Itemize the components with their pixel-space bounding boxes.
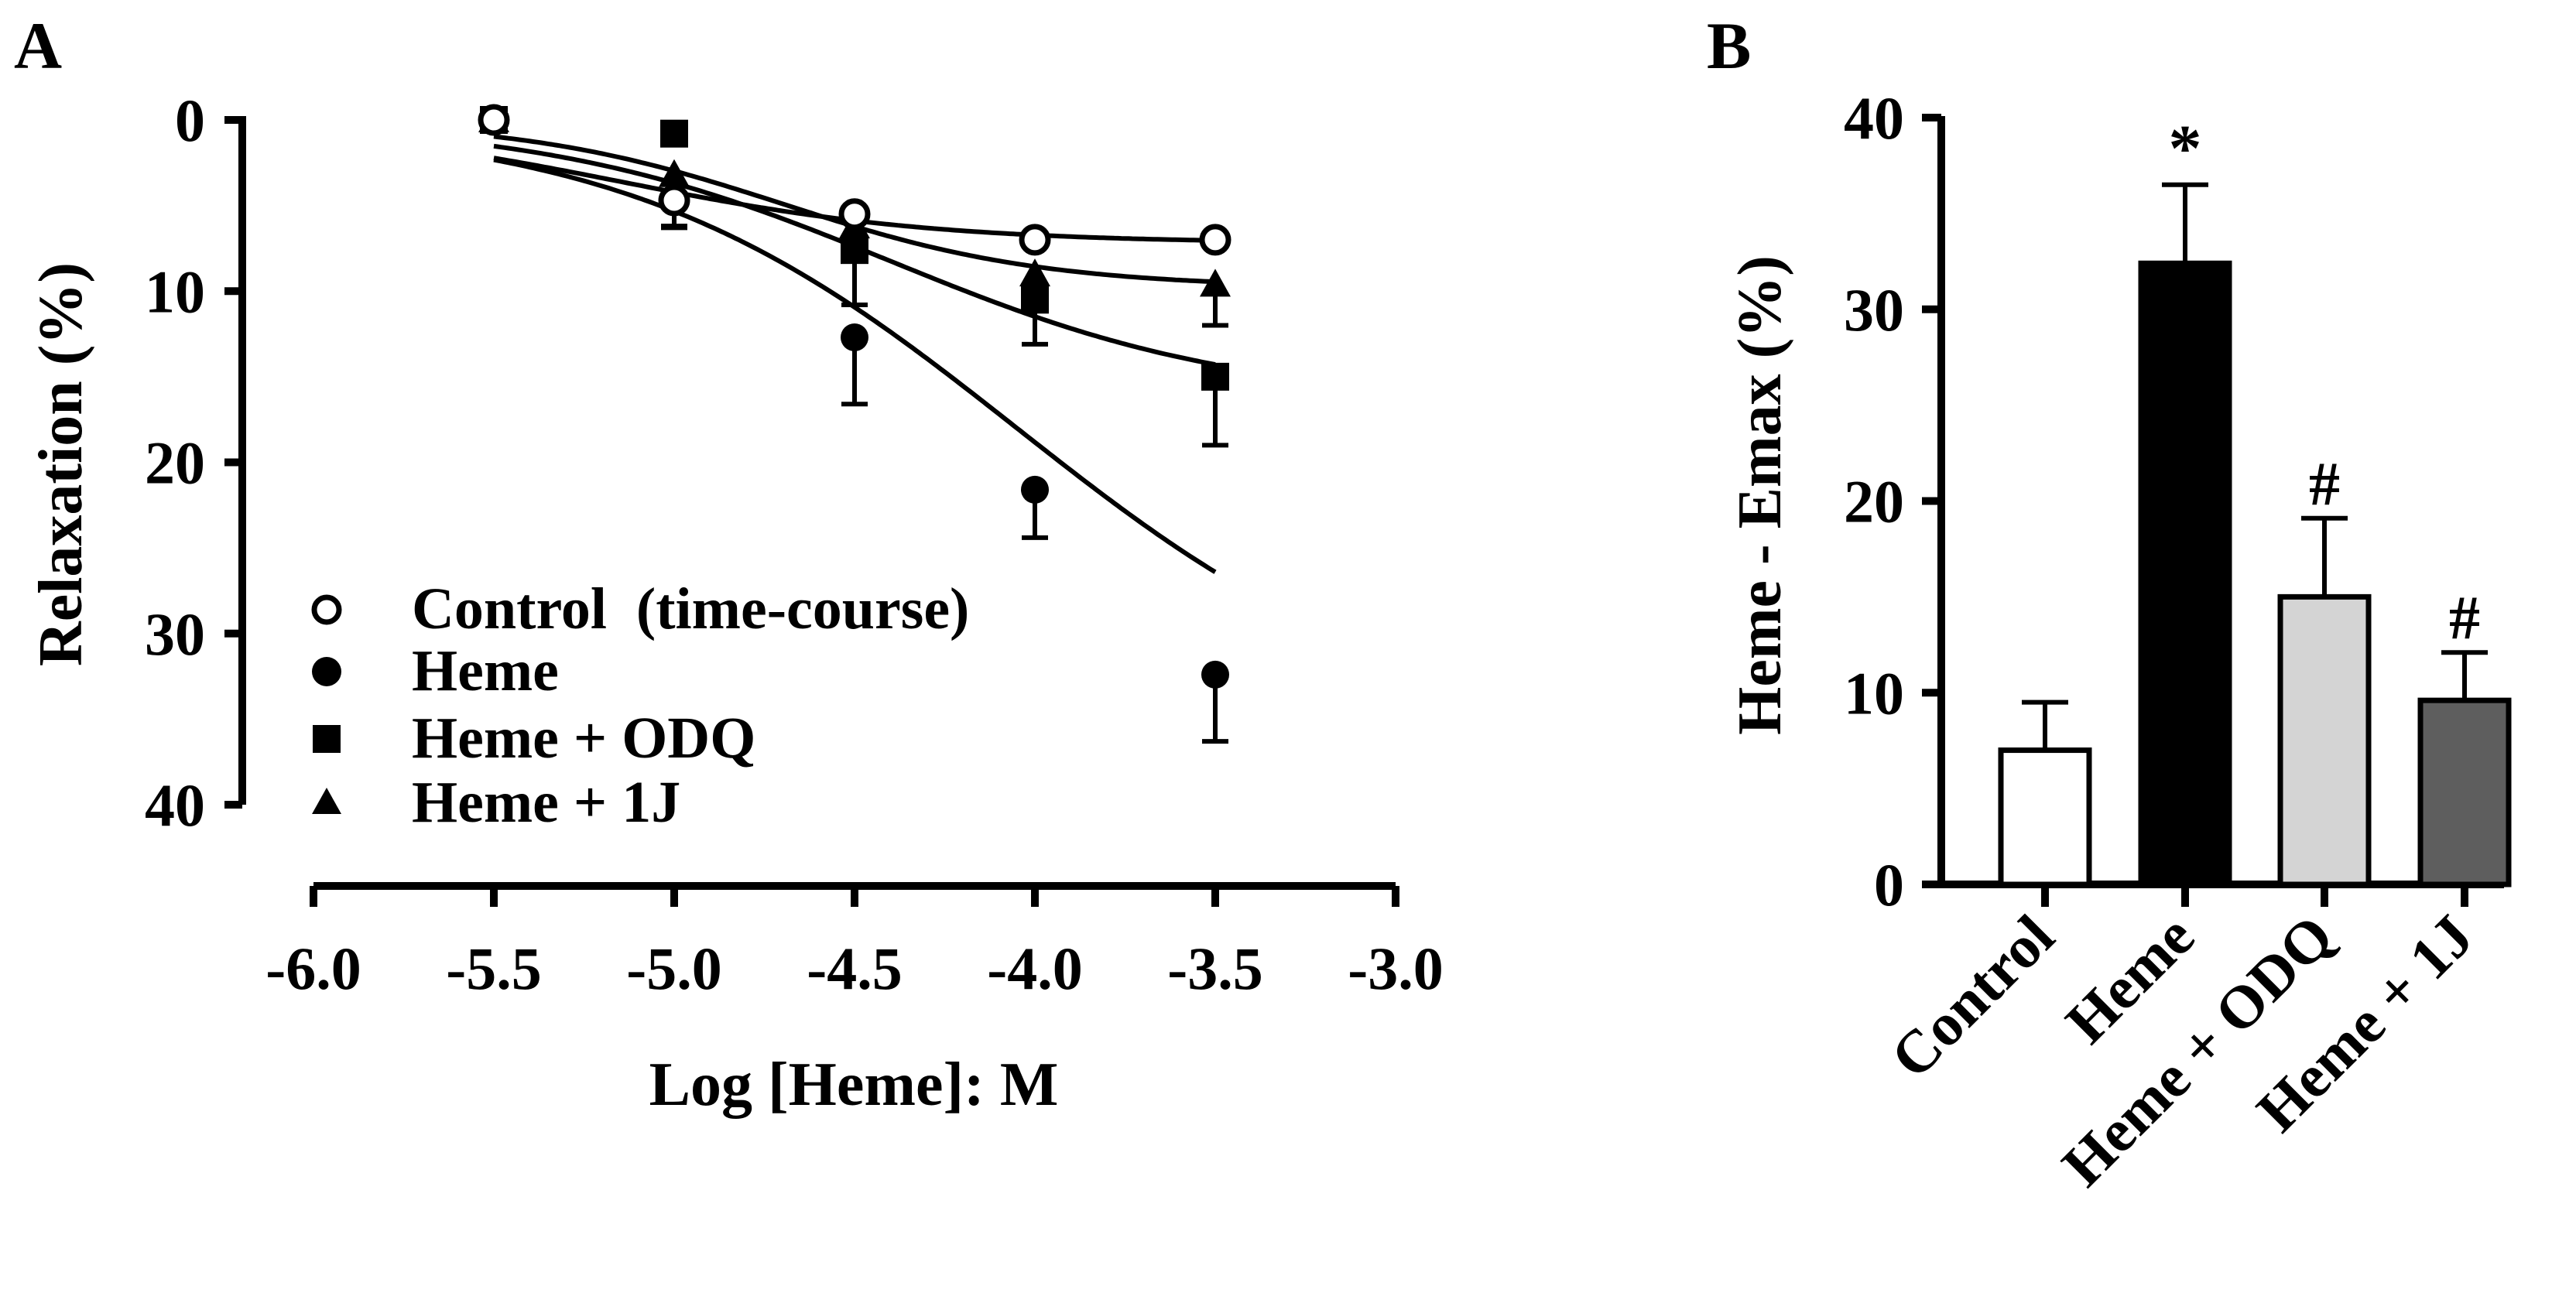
panel-a: A 0 10 20 30 40 -6.0 -5.5 -5.0 -4.5 -4.0 -3.5 -3.0… xyxy=(14,9,1444,1119)
legend-label-heme-1j: Heme + 1J xyxy=(412,770,680,835)
panel-a-x-axis-title: Log [Heme]: M xyxy=(649,1051,1059,1119)
bar-heme-odq xyxy=(2277,593,2372,887)
bar-heme-1j xyxy=(2417,697,2512,887)
legend-label-heme-odq: Heme + ODQ xyxy=(412,706,755,771)
panel-a-x-tick-label: -3.5 xyxy=(1167,935,1262,1002)
panel-b-y-tick-label: 40 xyxy=(1844,84,1904,152)
legend-item-control: Control (time-course) xyxy=(311,576,969,641)
data-point-series-4 xyxy=(1200,268,1231,297)
legend-label-heme: Heme xyxy=(412,638,559,703)
panel-a-x-tick-label: -3.0 xyxy=(1348,935,1443,1002)
data-point-series-1 xyxy=(1019,224,1051,256)
legend-item-heme: Heme xyxy=(312,638,559,703)
data-point-series-1 xyxy=(838,198,871,231)
panel-b-category-label: Control xyxy=(1878,902,2067,1091)
data-point-series-4 xyxy=(1019,258,1050,287)
data-point-series-3 xyxy=(1021,286,1049,314)
panel-a-y-axis: 0 10 20 30 40 xyxy=(145,87,246,839)
legend-label-control: Control (time-course) xyxy=(412,576,969,641)
fit-curve-series-2 xyxy=(493,157,1217,574)
panel-b-y-tick-label: 0 xyxy=(1874,851,1904,918)
panel-a-y-tick-label: 30 xyxy=(145,600,205,668)
panel-a-x-tick-label: -5.5 xyxy=(446,935,541,1002)
legend-filled-square-marker xyxy=(313,725,341,753)
panel-b-y-tick-label: 10 xyxy=(1844,659,1904,727)
panel-a-x-tick-label: -6.0 xyxy=(265,935,361,1002)
panel-a-x-tick-label: -4.0 xyxy=(987,935,1082,1002)
legend-filled-triangle-marker xyxy=(312,788,341,814)
panel-b-label: B xyxy=(1707,9,1751,83)
panel-a-x-tick-label: -4.5 xyxy=(807,935,902,1002)
panel-a-y-tick-label: 20 xyxy=(145,429,205,497)
data-point-series-3 xyxy=(660,119,688,148)
legend-item-heme-odq: Heme + ODQ xyxy=(313,706,755,771)
panel-a-x-axis: -6.0 -5.5 -5.0 -4.5 -4.0 -3.5 -3.0 xyxy=(265,882,1444,1002)
data-point-series-1 xyxy=(658,184,690,217)
panel-a-x-tick-label: -5.0 xyxy=(626,935,721,1002)
panel-a-y-tick-label: 40 xyxy=(145,771,205,839)
panel-a-y-tick-label: 0 xyxy=(175,87,205,154)
bar-control xyxy=(1998,747,2092,887)
significance-mark: # xyxy=(2309,450,2340,518)
panel-b-y-axis-title: Heme - Emax (%) xyxy=(1726,255,1794,735)
legend-filled-circle-marker xyxy=(312,657,341,686)
significance-mark: # xyxy=(2449,584,2480,652)
data-point-series-2 xyxy=(1021,475,1049,504)
data-point-series-1 xyxy=(478,104,510,136)
panel-b-y-tick-label: 20 xyxy=(1844,468,1904,535)
data-point-series-2 xyxy=(1201,660,1229,689)
panel-a-label: A xyxy=(14,9,62,83)
panel-a-y-axis-title: Relaxation (%) xyxy=(27,262,95,666)
panel-b-y-tick-label: 30 xyxy=(1844,276,1904,344)
significance-mark: * xyxy=(2169,111,2202,186)
data-point-series-1 xyxy=(1199,224,1231,256)
legend-open-circle-marker xyxy=(311,594,342,625)
panel-b-y-axis: 0 10 20 30 40 xyxy=(1844,84,1945,918)
data-point-series-3 xyxy=(841,236,868,265)
bar-heme xyxy=(2138,260,2232,887)
data-point-series-4 xyxy=(659,159,690,187)
panel-a-y-tick-label: 10 xyxy=(145,258,205,325)
panel-a-legend: Control (time-course) Heme Heme + ODQ He… xyxy=(311,576,969,835)
legend-item-heme-1j: Heme + 1J xyxy=(312,770,680,835)
data-point-series-3 xyxy=(1201,362,1229,391)
data-point-series-2 xyxy=(841,323,868,351)
